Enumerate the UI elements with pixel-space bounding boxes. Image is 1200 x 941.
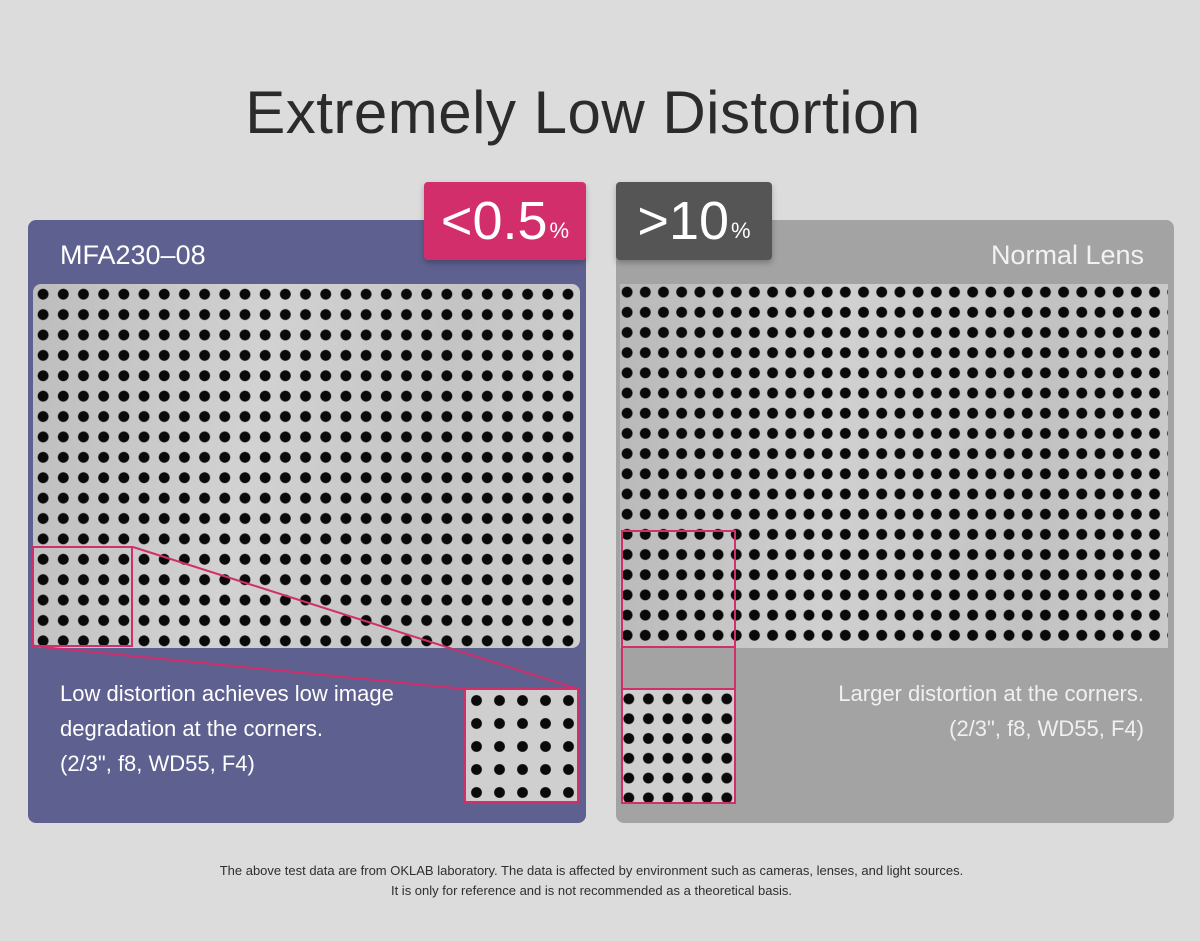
normal-lens-label: Normal Lens (990, 240, 1144, 270)
zoom-region-right (621, 530, 736, 648)
description-line: Low distortion achieves low image (60, 681, 394, 706)
zoom-region-left (32, 546, 133, 647)
page-title: Extremely Low Distortion (245, 79, 921, 146)
high-distortion-badge: >10% (616, 182, 772, 260)
badge-unit: % (731, 218, 751, 243)
badge-value: >10 (637, 191, 730, 251)
badge-value: <0.5 (440, 191, 548, 251)
description-line: (2/3", f8, WD55, F4) (949, 716, 1144, 741)
description-line: Larger distortion at the corners. (838, 681, 1144, 706)
footnote-line: It is only for reference and is not reco… (390, 883, 793, 898)
dot-grid-image-normal-lens (620, 284, 1168, 648)
disclaimer-footnote: The above test data are from OKLAB labor… (0, 861, 1183, 901)
low-distortion-badge: <0.5% (424, 182, 586, 260)
description-line: degradation at the corners. (60, 716, 323, 741)
normal-lens-description: Larger distortion at the corners. (2/3",… (724, 676, 1144, 746)
footnote-line: The above test data are from OKLAB labor… (219, 863, 964, 878)
badge-unit: % (549, 218, 570, 243)
zoomed-corner-normal-lens (621, 688, 736, 804)
product-name-label: MFA230–08 (60, 240, 206, 270)
zoomed-corner-low-distortion (464, 688, 579, 803)
low-distortion-description: Low distortion achieves low image degrad… (60, 676, 460, 781)
description-line: (2/3", f8, WD55, F4) (60, 751, 255, 776)
